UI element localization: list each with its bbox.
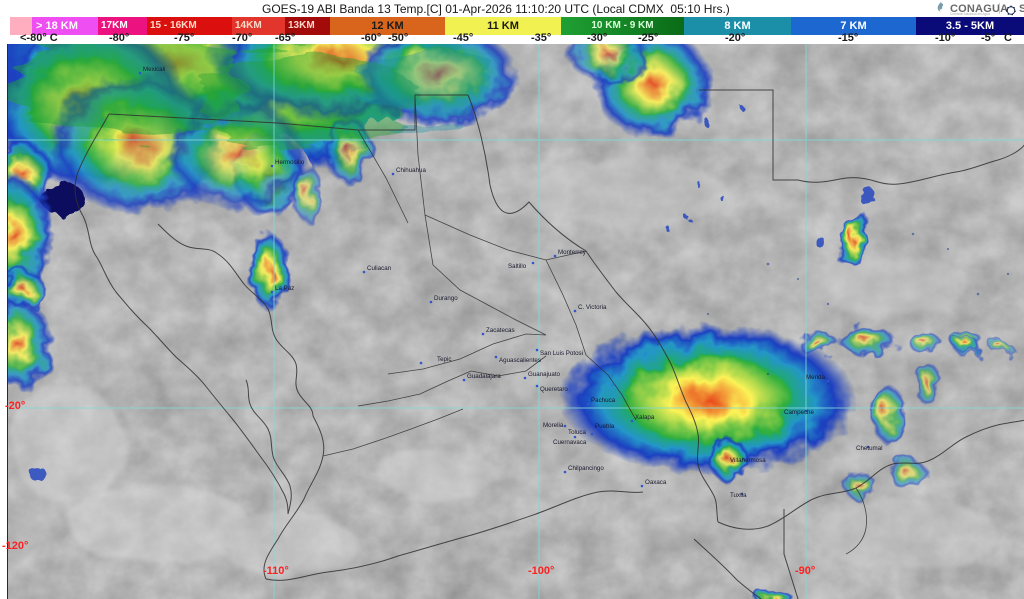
- svg-text:San Luis Potosi: San Luis Potosi: [540, 350, 583, 357]
- svg-text:Tepic: Tepic: [437, 356, 451, 363]
- svg-text:Xalapa: Xalapa: [635, 414, 655, 421]
- svg-text:Chetumal: Chetumal: [856, 445, 882, 452]
- svg-text:Hermosillo: Hermosillo: [275, 159, 305, 166]
- svg-text:Oaxaca: Oaxaca: [645, 479, 667, 486]
- svg-text:Chihuahua: Chihuahua: [396, 167, 426, 174]
- svg-text:Zacatecas: Zacatecas: [486, 327, 515, 334]
- svg-text:La Paz: La Paz: [275, 285, 294, 292]
- svg-text:Guadalajara: Guadalajara: [467, 373, 501, 380]
- svg-text:Guanajuato: Guanajuato: [528, 371, 561, 378]
- svg-text:Villahermosa: Villahermosa: [730, 457, 766, 464]
- svg-text:Mexicali: Mexicali: [143, 66, 165, 73]
- svg-text:Chilpancingo: Chilpancingo: [568, 465, 604, 472]
- svg-text:C. Victoria: C. Victoria: [578, 304, 607, 311]
- svg-text:Monterrey: Monterrey: [558, 249, 587, 256]
- svg-text:Campeche: Campeche: [784, 409, 814, 416]
- svg-text:Puebla: Puebla: [595, 423, 615, 430]
- svg-text:Toluca: Toluca: [568, 429, 586, 436]
- svg-text:Merida: Merida: [806, 374, 825, 381]
- svg-text:Cuernavaca: Cuernavaca: [553, 439, 587, 446]
- svg-text:Queretaro: Queretaro: [540, 386, 568, 393]
- svg-text:Aguascalientes: Aguascalientes: [499, 357, 541, 364]
- svg-text:Morelia: Morelia: [543, 422, 564, 429]
- svg-text:Culiacan: Culiacan: [367, 265, 392, 272]
- svg-text:Pachuca: Pachuca: [591, 397, 616, 404]
- svg-text:Saltillo: Saltillo: [508, 263, 527, 270]
- svg-text:Tuxtla: Tuxtla: [730, 492, 747, 499]
- svg-text:Durango: Durango: [434, 295, 458, 302]
